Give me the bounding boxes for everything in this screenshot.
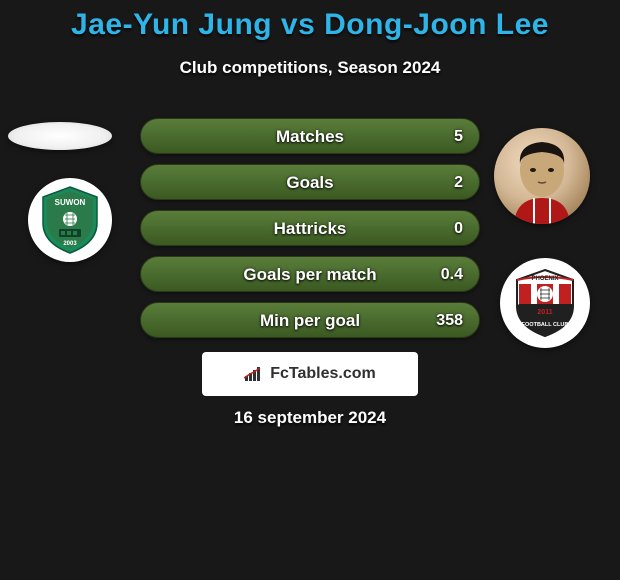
face-silhouette-icon — [494, 128, 590, 224]
stat-label: Goals — [141, 165, 479, 199]
stat-row: Min per goal 358 — [140, 302, 480, 338]
stat-value: 358 — [436, 303, 463, 337]
suwon-shield-icon: SUWON 2003 — [37, 185, 103, 255]
brand-attribution: FcTables.com — [202, 352, 418, 396]
stat-label: Goals per match — [141, 257, 479, 291]
player-left-placeholder-icon — [8, 122, 112, 150]
bar-chart-icon — [244, 366, 264, 382]
club-right-crest-icon: PHOENIX 2011 FOOTBALL CLUB — [500, 258, 590, 348]
comparison-title: Jae-Yun Jung vs Dong-Joon Lee — [0, 0, 620, 42]
stat-row: Goals per match 0.4 — [140, 256, 480, 292]
stat-value: 0 — [454, 211, 463, 245]
comparison-subtitle: Club competitions, Season 2024 — [0, 58, 620, 78]
svg-text:SUWON: SUWON — [55, 198, 86, 207]
svg-text:FOOTBALL CLUB: FOOTBALL CLUB — [522, 322, 569, 328]
svg-text:PHOENIX: PHOENIX — [531, 276, 558, 282]
stat-row: Hattricks 0 — [140, 210, 480, 246]
stat-row: Goals 2 — [140, 164, 480, 200]
svg-text:2011: 2011 — [537, 309, 552, 316]
club-left-crest-icon: SUWON 2003 — [28, 178, 112, 262]
svg-text:2003: 2003 — [63, 241, 77, 247]
stat-label: Hattricks — [141, 211, 479, 245]
stat-label: Min per goal — [141, 303, 479, 337]
stat-value: 5 — [454, 119, 463, 153]
stat-row: Matches 5 — [140, 118, 480, 154]
stat-label: Matches — [141, 119, 479, 153]
brand-label: FcTables.com — [270, 365, 376, 383]
stat-value: 2 — [454, 165, 463, 199]
phoenix-crest-icon: PHOENIX 2011 FOOTBALL CLUB — [509, 266, 581, 340]
player-right-photo-icon — [494, 128, 590, 224]
stat-value: 0.4 — [441, 257, 463, 291]
comparison-date: 16 september 2024 — [0, 408, 620, 428]
